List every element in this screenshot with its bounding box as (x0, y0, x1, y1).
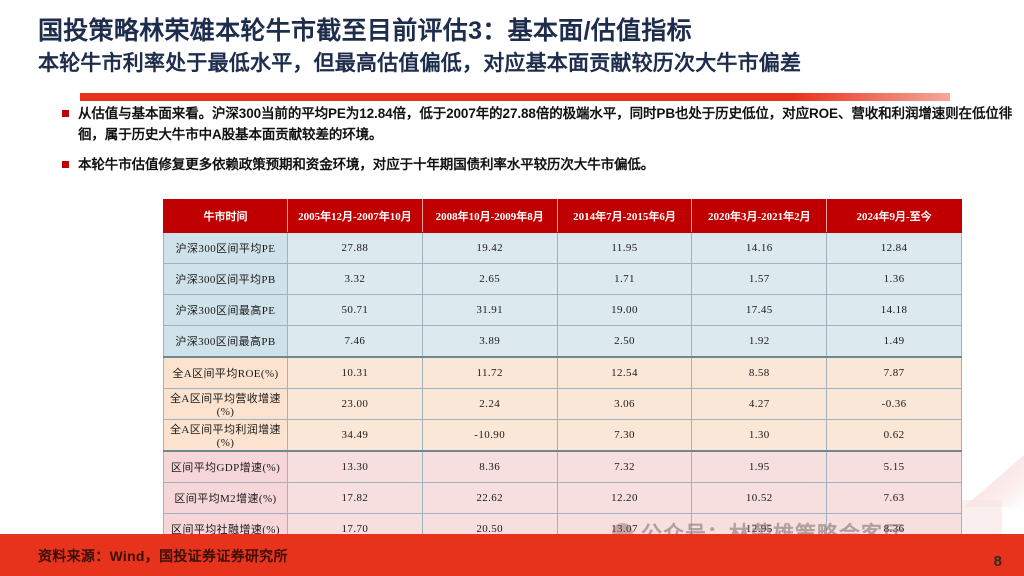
table-cell: 1.49 (826, 325, 962, 358)
table-cell: 7.30 (556, 419, 693, 452)
table-cell: 13.30 (287, 450, 423, 483)
square-bullet-icon (62, 110, 69, 117)
table-cell: 19.42 (421, 232, 558, 264)
column-header: 2005年12月-2007年10月 (287, 199, 423, 233)
table-cell: 1.95 (691, 450, 828, 483)
row-label: 沪深300区间最高PE (163, 294, 288, 326)
row-label: 沪深300区间平均PE (163, 232, 288, 264)
column-header: 2020年3月-2021年2月 (691, 199, 828, 233)
table-row: 全A区间平均营收增速(%) 23.00 2.24 3.06 4.27 -0.36 (163, 388, 962, 420)
table-cell: 11.72 (421, 356, 558, 389)
table-row: 沪深300区间最高PB 7.46 3.89 2.50 1.92 1.49 (163, 325, 962, 358)
title-divider-bar (80, 93, 950, 101)
table-cell: 7.46 (287, 325, 423, 358)
table-cell: 4.27 (691, 388, 828, 420)
table-cell: 11.95 (556, 232, 693, 264)
table-row: 区间平均GDP增速(%) 13.30 8.36 7.32 1.95 5.15 (163, 450, 962, 483)
decorative-shape-right-lower (962, 500, 1002, 540)
bullet-text: 从估值与基本面来看。沪深300当前的平均PE为12.84倍，低于2007年的27… (78, 106, 1013, 142)
table-cell: 12.84 (826, 232, 962, 264)
bullet-text: 本轮牛市估值修复更多依赖政策预期和资金环境，对应于十年期国债利率水平较历次大牛市… (78, 156, 655, 172)
row-label: 沪深300区间平均PB (163, 263, 288, 295)
table-cell: 22.62 (421, 482, 558, 514)
table-cell: 1.30 (691, 419, 828, 452)
row-label: 全A区间平均利润增速(%) (163, 419, 288, 452)
table-row: 区间平均M2增速(%) 17.82 22.62 12.20 10.52 7.63 (163, 482, 962, 514)
table-cell: 14.16 (691, 232, 828, 264)
row-label: 沪深300区间最高PB (163, 325, 288, 358)
column-header: 牛市时间 (163, 199, 288, 233)
table-cell: 1.92 (691, 325, 828, 358)
table-cell: 17.45 (691, 294, 828, 326)
table-body: 沪深300区间平均PE 27.88 19.42 11.95 14.16 12.8… (163, 232, 962, 576)
table-cell: 3.89 (421, 325, 558, 358)
table-cell: 2.50 (556, 325, 693, 358)
table-cell: 14.18 (826, 294, 962, 326)
bull-market-metrics-table: 牛市时间 2005年12月-2007年10月 2008年10月-2009年8月 … (163, 199, 962, 576)
table-cell: 34.49 (287, 419, 423, 452)
square-bullet-icon (62, 160, 69, 168)
table-cell: 23.00 (287, 388, 423, 420)
bullet-item: 从估值与基本面来看。沪深300当前的平均PE为12.84倍，低于2007年的27… (62, 104, 1014, 146)
table-cell: -0.36 (826, 388, 962, 420)
column-header: 2008年10月-2009年8月 (421, 199, 558, 233)
table-cell: 12.54 (556, 356, 693, 389)
table-cell: 8.58 (691, 356, 828, 389)
table-cell: 1.71 (556, 263, 693, 295)
table-cell: 3.32 (287, 263, 423, 295)
table-cell: 27.88 (287, 232, 423, 264)
table-cell: 7.87 (826, 356, 962, 389)
table-cell: 31.91 (421, 294, 558, 326)
table-cell: 10.52 (691, 482, 828, 514)
table-cell: 1.57 (691, 263, 828, 295)
data-table-container: 牛市时间 2005年12月-2007年10月 2008年10月-2009年8月 … (163, 199, 962, 576)
table-cell: 50.71 (287, 294, 423, 326)
page-number: 8 (993, 553, 1002, 570)
table-cell: 1.36 (826, 263, 962, 295)
table-cell: 10.31 (287, 356, 423, 389)
row-label: 区间平均M2增速(%) (163, 482, 288, 514)
table-cell: 3.06 (556, 388, 693, 420)
column-header: 2014年7月-2015年6月 (556, 199, 693, 233)
table-cell: 19.00 (556, 294, 693, 326)
bullet-list: 从估值与基本面来看。沪深300当前的平均PE为12.84倍，低于2007年的27… (62, 104, 1014, 185)
column-header: 2024年9月-至今 (826, 199, 962, 233)
table-cell: 5.15 (826, 450, 962, 483)
slide-header: 国投策略林荣雄本轮牛市截至目前评估3：基本面/估值指标 本轮牛市利率处于最低水平… (0, 0, 1024, 101)
table-cell: 2.65 (421, 263, 558, 295)
table-row: 沪深300区间平均PE 27.88 19.42 11.95 14.16 12.8… (163, 232, 962, 264)
table-cell: 12.20 (556, 482, 693, 514)
table-cell: 2.24 (421, 388, 558, 420)
table-cell: 7.63 (826, 482, 962, 514)
row-label: 区间平均GDP增速(%) (163, 450, 288, 483)
table-cell: 0.62 (826, 419, 962, 452)
table-row: 沪深300区间平均PB 3.32 2.65 1.71 1.57 1.36 (163, 263, 962, 295)
table-cell: -10.90 (421, 419, 558, 452)
table-cell: 8.36 (421, 450, 558, 483)
table-row: 全A区间平均利润增速(%) 34.49 -10.90 7.30 1.30 0.6… (163, 419, 962, 452)
table-cell: 7.32 (556, 450, 693, 483)
slide-footer: 资料来源：Wind，国投证券证券研究所 (0, 534, 1024, 576)
page-subtitle: 本轮牛市利率处于最低水平，但最高估值偏低，对应基本面贡献较历次大牛市偏差 (38, 52, 802, 75)
table-row: 沪深300区间最高PE 50.71 31.91 19.00 17.45 14.1… (163, 294, 962, 326)
page-title: 国投策略林荣雄本轮牛市截至目前评估3：基本面/估值指标 (38, 17, 692, 45)
source-note: 资料来源：Wind，国投证券证券研究所 (38, 548, 288, 564)
bullet-item: 本轮牛市估值修复更多依赖政策预期和资金环境，对应于十年期国债利率水平较历次大牛市… (62, 155, 1014, 176)
table-header-row: 牛市时间 2005年12月-2007年10月 2008年10月-2009年8月 … (163, 199, 962, 233)
row-label: 全A区间平均营收增速(%) (163, 388, 288, 420)
table-cell: 17.82 (287, 482, 423, 514)
table-row: 全A区间平均ROE(%) 10.31 11.72 12.54 8.58 7.87 (163, 356, 962, 389)
row-label: 全A区间平均ROE(%) (163, 356, 288, 389)
